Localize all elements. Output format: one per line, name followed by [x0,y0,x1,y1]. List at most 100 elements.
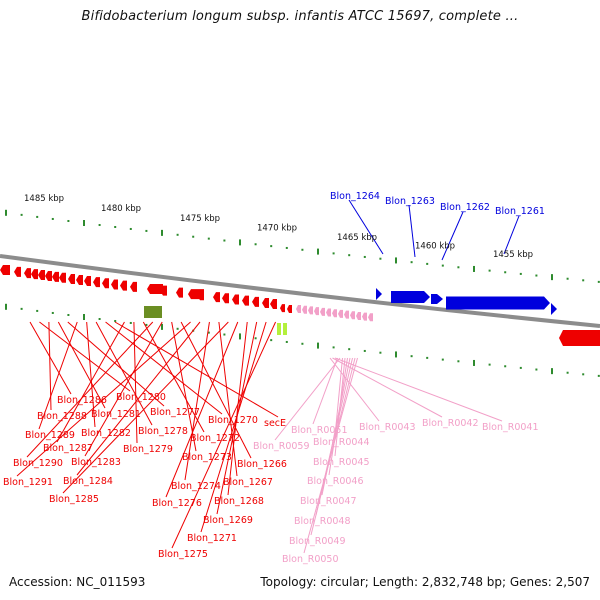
forward-gene [431,294,443,304]
scale-tick [582,373,585,376]
scale-tick [473,359,475,366]
gene-label: Blon_1289 [25,430,75,441]
genome-backbone [0,254,600,328]
rna-gene [302,305,307,314]
scale-tick [161,323,163,330]
scale-tick [504,271,507,274]
gene-label: Blon_R0041 [482,422,539,433]
callout-line [218,321,238,477]
gene-label: Blon_1288 [37,411,87,422]
scale-tick [176,233,179,236]
misc-gene [277,323,281,335]
scale-tick [566,371,569,374]
gene-label: Blon_R0046 [307,476,364,487]
reverse-gene [52,271,59,282]
callout-line [16,321,191,477]
scale-tick [597,374,600,377]
gene-label: Blon_1262 [440,202,490,213]
callout-line [62,321,229,494]
scale-tick [566,277,569,280]
scale-tick [254,337,257,340]
gene-label: Blon_1276 [152,498,202,509]
callout-line [38,321,78,430]
callout-line [105,321,223,415]
gene-label: Blon_R0051 [291,425,348,436]
scale-tick [98,318,101,321]
rna-gene [338,309,343,318]
gene-label: Blon_1275 [158,549,208,560]
scale-tick [301,248,304,251]
misc-gene [283,323,287,335]
scale-tick [51,217,54,220]
gene-label: Blon_1290 [13,458,63,469]
callout-line [165,321,239,498]
gene-label: Blon_1266 [237,459,287,470]
gene-label: Blon_R0044 [313,437,370,448]
gene-label: Blon_R0049 [289,536,346,547]
scale-ticks-inner [5,303,600,377]
callout-line [171,321,197,452]
gene-label: Blon_R0059 [253,441,310,452]
scale-tick [551,368,553,375]
scale-tick [441,358,444,361]
scale-tick [317,342,319,349]
scale-tick [67,313,70,316]
callout-line [274,357,341,441]
scale-tick [51,311,54,314]
scale-tick [519,366,522,369]
reverse-gene [24,268,31,279]
scale-tick [98,224,101,227]
reverse-gene [102,278,109,289]
rna-gene [296,305,301,314]
scale-tick [363,349,366,352]
genome-stats-label: Topology: circular; Length: 2,832,748 bp… [260,575,590,589]
callout-line [303,357,358,554]
scale-tick [176,327,179,330]
scale-label: 1460 kbp [415,242,455,252]
callout-line [329,357,380,422]
scale-label: 1485 kbp [24,194,64,204]
scale-tick [192,235,195,238]
gene-label: Blon_1274 [171,481,221,492]
scale-tick [488,269,491,272]
callout-line [332,357,443,418]
gene-label: Blon_1272 [190,433,240,444]
scale-tick [597,280,600,283]
callout-line [57,321,106,409]
reverse-gene [68,273,75,284]
scale-tick [519,272,522,275]
scale-tick [317,248,319,255]
misc-gene [144,306,162,318]
gene-label: Blon_1263 [385,196,435,207]
scale-tick [145,323,148,326]
scale-tick [145,229,148,232]
reverse-gene [222,293,229,304]
accession-label: Accession: NC_011593 [9,575,146,589]
reverse-gene [111,279,118,290]
gene-features [0,265,600,346]
scale-tick [83,314,85,321]
gene-label: Blon_1273 [182,452,232,463]
rna-gene [362,312,367,321]
callout-line [441,211,464,261]
scale-tick [379,351,382,354]
callout-line [39,321,131,392]
reverse-gene [14,266,21,277]
reverse-gene [197,290,204,301]
reverse-gene [213,292,220,303]
scale-tick [379,257,382,260]
forward-gene [446,296,550,310]
scale-tick [332,252,335,255]
reverse-gene [147,283,163,294]
scale-tick [363,255,366,258]
gene-label: Blon_1282 [81,428,131,439]
rna-gene [326,308,331,317]
callout-line [86,321,96,428]
scale-tick [129,321,132,324]
rna-gene [308,306,313,315]
scale-tick [426,356,429,359]
scale-tick [36,215,39,218]
scale-tick [270,339,273,342]
scale-tick [285,340,288,343]
callout-line [334,357,503,422]
